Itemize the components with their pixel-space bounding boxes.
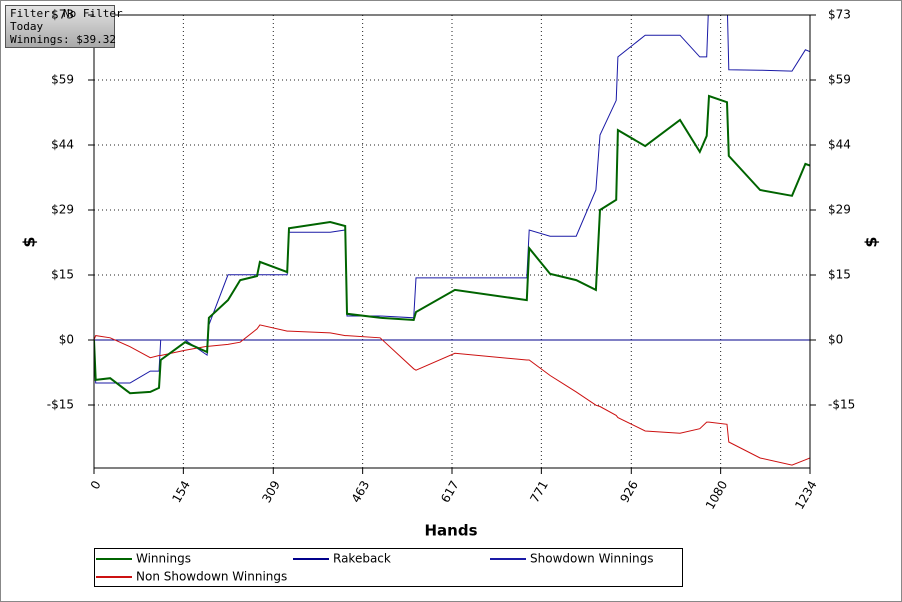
legend-label: Non Showdown Winnings <box>136 570 287 584</box>
y-tick-label: $73 <box>51 8 74 22</box>
y2-tick-label: $0 <box>828 332 843 346</box>
filter-box <box>5 5 115 48</box>
y-tick-label: $44 <box>51 137 74 151</box>
filter-text: Winnings: $39.32 <box>10 33 116 46</box>
legend-label: Showdown Winnings <box>530 552 654 566</box>
filter-text: Today <box>10 20 43 33</box>
legend-label: Winnings <box>136 552 191 566</box>
y-tick-label: $29 <box>51 202 74 216</box>
y2-tick-label: $59 <box>828 72 851 86</box>
legend <box>94 548 683 587</box>
y-tick-label: $15 <box>51 267 74 281</box>
y2-tick-label: $73 <box>828 8 851 22</box>
y-tick-label: $59 <box>51 72 74 86</box>
y2-axis-title: $ <box>862 236 881 247</box>
y-axis-title: $ <box>20 236 39 247</box>
filter-text: Filter: No Filter <box>10 7 123 20</box>
y2-tick-label: $15 <box>828 267 851 281</box>
y2-tick-label: $44 <box>828 137 851 151</box>
y2-tick-label: $29 <box>828 202 851 216</box>
y-tick-label: $0 <box>59 332 74 346</box>
x-axis-title: Hands <box>424 522 477 540</box>
series-line <box>94 94 810 395</box>
legend-label: Rakeback <box>333 552 391 566</box>
series-line <box>94 15 810 384</box>
y-tick-label: -$15 <box>47 397 74 411</box>
series-line <box>94 324 810 466</box>
y2-tick-label: -$15 <box>828 397 855 411</box>
